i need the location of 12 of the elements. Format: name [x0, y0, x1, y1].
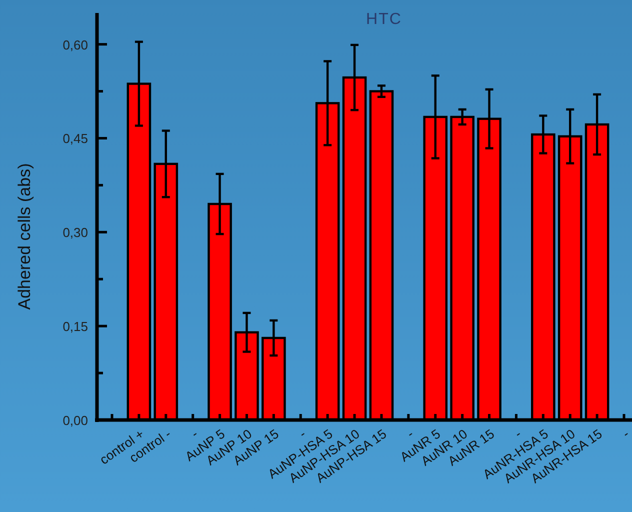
chart-title: HTC	[366, 11, 402, 28]
y-tick-label: 0,45	[62, 131, 88, 146]
x-tick-label: -	[404, 426, 416, 441]
y-axis-title: Adhered cells (abs)	[15, 163, 34, 310]
y-tick-label: 0,30	[62, 225, 88, 240]
x-tick-label: -	[296, 426, 308, 441]
y-tick-label: 0,00	[62, 413, 88, 428]
y-tick-label: 0,60	[62, 37, 88, 52]
x-tick-label: -	[620, 426, 632, 441]
x-tick-label: -	[188, 426, 201, 441]
x-tick-label: -	[512, 426, 524, 441]
y-tick-label: 0,15	[62, 319, 88, 334]
